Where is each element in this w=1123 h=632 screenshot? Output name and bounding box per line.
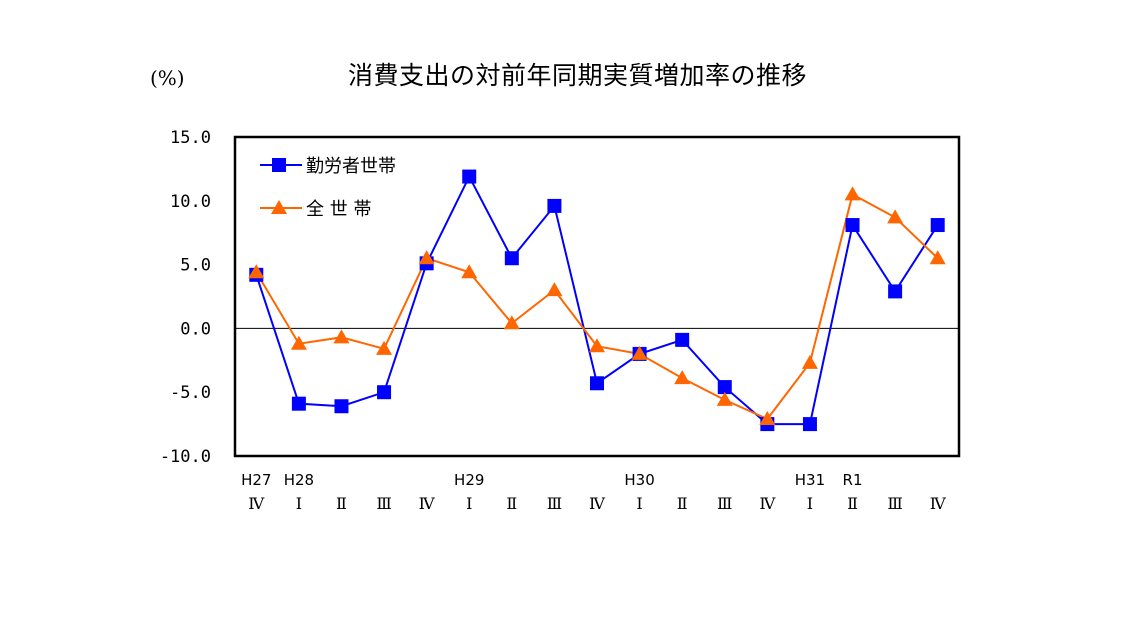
square-marker-icon	[590, 376, 604, 391]
legend-label-workers: 勤労者世帯	[306, 156, 396, 177]
legend: 勤労者世帯 全 世 帯	[260, 156, 396, 220]
triangle-marker-icon	[248, 264, 265, 279]
square-marker-icon	[462, 169, 477, 184]
x-tick-quarter-label: Ⅱ	[336, 494, 347, 513]
legend-item-all: 全 世 帯	[260, 199, 371, 220]
square-marker-icon	[334, 399, 349, 414]
x-tick-quarter-label: Ⅳ	[248, 494, 265, 513]
x-tick-quarter-label: Ⅳ	[419, 494, 436, 513]
x-tick-quarter-label: Ⅰ	[466, 494, 472, 513]
triangle-marker-icon	[929, 250, 946, 265]
square-marker-icon	[272, 158, 286, 172]
plot-area	[233, 135, 961, 458]
triangle-marker-icon	[333, 329, 350, 344]
y-tick-label: 15.0	[170, 128, 211, 148]
x-tick-quarter-label: Ⅰ	[296, 494, 302, 513]
series-layer	[248, 169, 946, 432]
legend-label-all: 全 世 帯	[306, 199, 371, 220]
x-tick-quarter-label: Ⅲ	[547, 494, 562, 513]
x-tick-quarter-label: Ⅱ	[506, 494, 517, 513]
y-tick-label: -10.0	[160, 447, 211, 467]
x-tick-quarter-label: Ⅲ	[887, 494, 902, 513]
x-tick-era-label: H28	[284, 471, 314, 489]
x-tick-quarter-label: Ⅳ	[759, 494, 776, 513]
square-marker-icon	[888, 284, 903, 299]
x-tick-era-label: R1	[843, 471, 863, 489]
y-axis-unit-label: (%)	[150, 66, 185, 90]
square-marker-icon	[675, 332, 690, 347]
triangle-marker-icon	[461, 264, 478, 279]
y-axis-ticks: 15.0 10.0 5.0 0.0 -5.0 -10.0	[160, 128, 211, 467]
x-tick-quarter-label: Ⅳ	[930, 494, 947, 513]
triangle-marker-icon	[887, 209, 904, 224]
triangle-marker-icon	[759, 410, 776, 425]
square-marker-icon	[717, 380, 732, 395]
square-marker-icon	[547, 198, 562, 213]
triangle-marker-icon	[631, 345, 648, 360]
x-tick-quarter-label: Ⅱ	[677, 494, 688, 513]
triangle-marker-icon	[271, 200, 287, 214]
square-marker-icon	[845, 218, 860, 233]
triangle-marker-icon	[503, 315, 520, 330]
triangle-marker-icon	[376, 340, 393, 355]
square-marker-icon	[291, 396, 306, 411]
y-tick-label: 0.0	[180, 319, 211, 339]
square-marker-icon	[504, 251, 519, 266]
square-marker-icon	[802, 417, 817, 432]
triangle-marker-icon	[546, 282, 563, 297]
x-tick-quarter-label: Ⅰ	[636, 494, 642, 513]
triangle-marker-icon	[674, 370, 691, 385]
x-tick-era-label: H30	[624, 471, 654, 489]
x-tick-quarter-label: Ⅲ	[717, 494, 732, 513]
x-axis-ticks: H27 Ⅳ H28 Ⅰ Ⅱ Ⅲ Ⅳ H29 Ⅰ Ⅱ Ⅲ Ⅳ H30 Ⅰ Ⅱ Ⅲ Ⅳ H31 Ⅰ R1 Ⅱ Ⅲ Ⅳ	[241, 471, 947, 513]
x-tick-era-label: H31	[795, 471, 825, 489]
triangle-marker-icon	[290, 335, 307, 350]
square-marker-icon	[930, 218, 945, 233]
x-tick-era-label: H27	[241, 471, 271, 489]
y-tick-label: 5.0	[180, 256, 211, 276]
legend-item-workers: 勤労者世帯	[260, 156, 396, 177]
square-marker-icon	[377, 385, 392, 400]
x-tick-quarter-label: Ⅳ	[589, 494, 606, 513]
x-tick-quarter-label: Ⅲ	[376, 494, 391, 513]
y-tick-label: -5.0	[170, 383, 211, 403]
y-tick-label: 10.0	[170, 192, 211, 212]
x-tick-quarter-label: Ⅱ	[847, 494, 858, 513]
x-tick-quarter-label: Ⅰ	[807, 494, 813, 513]
triangle-marker-icon	[418, 250, 435, 265]
triangle-marker-icon	[801, 354, 818, 369]
chart-title: 消費支出の対前年同期実質増加率の推移	[348, 61, 808, 90]
triangle-marker-icon	[589, 338, 605, 353]
triangle-marker-icon	[844, 186, 861, 201]
triangle-marker-icon	[716, 391, 733, 406]
x-tick-era-label: H29	[454, 471, 484, 489]
